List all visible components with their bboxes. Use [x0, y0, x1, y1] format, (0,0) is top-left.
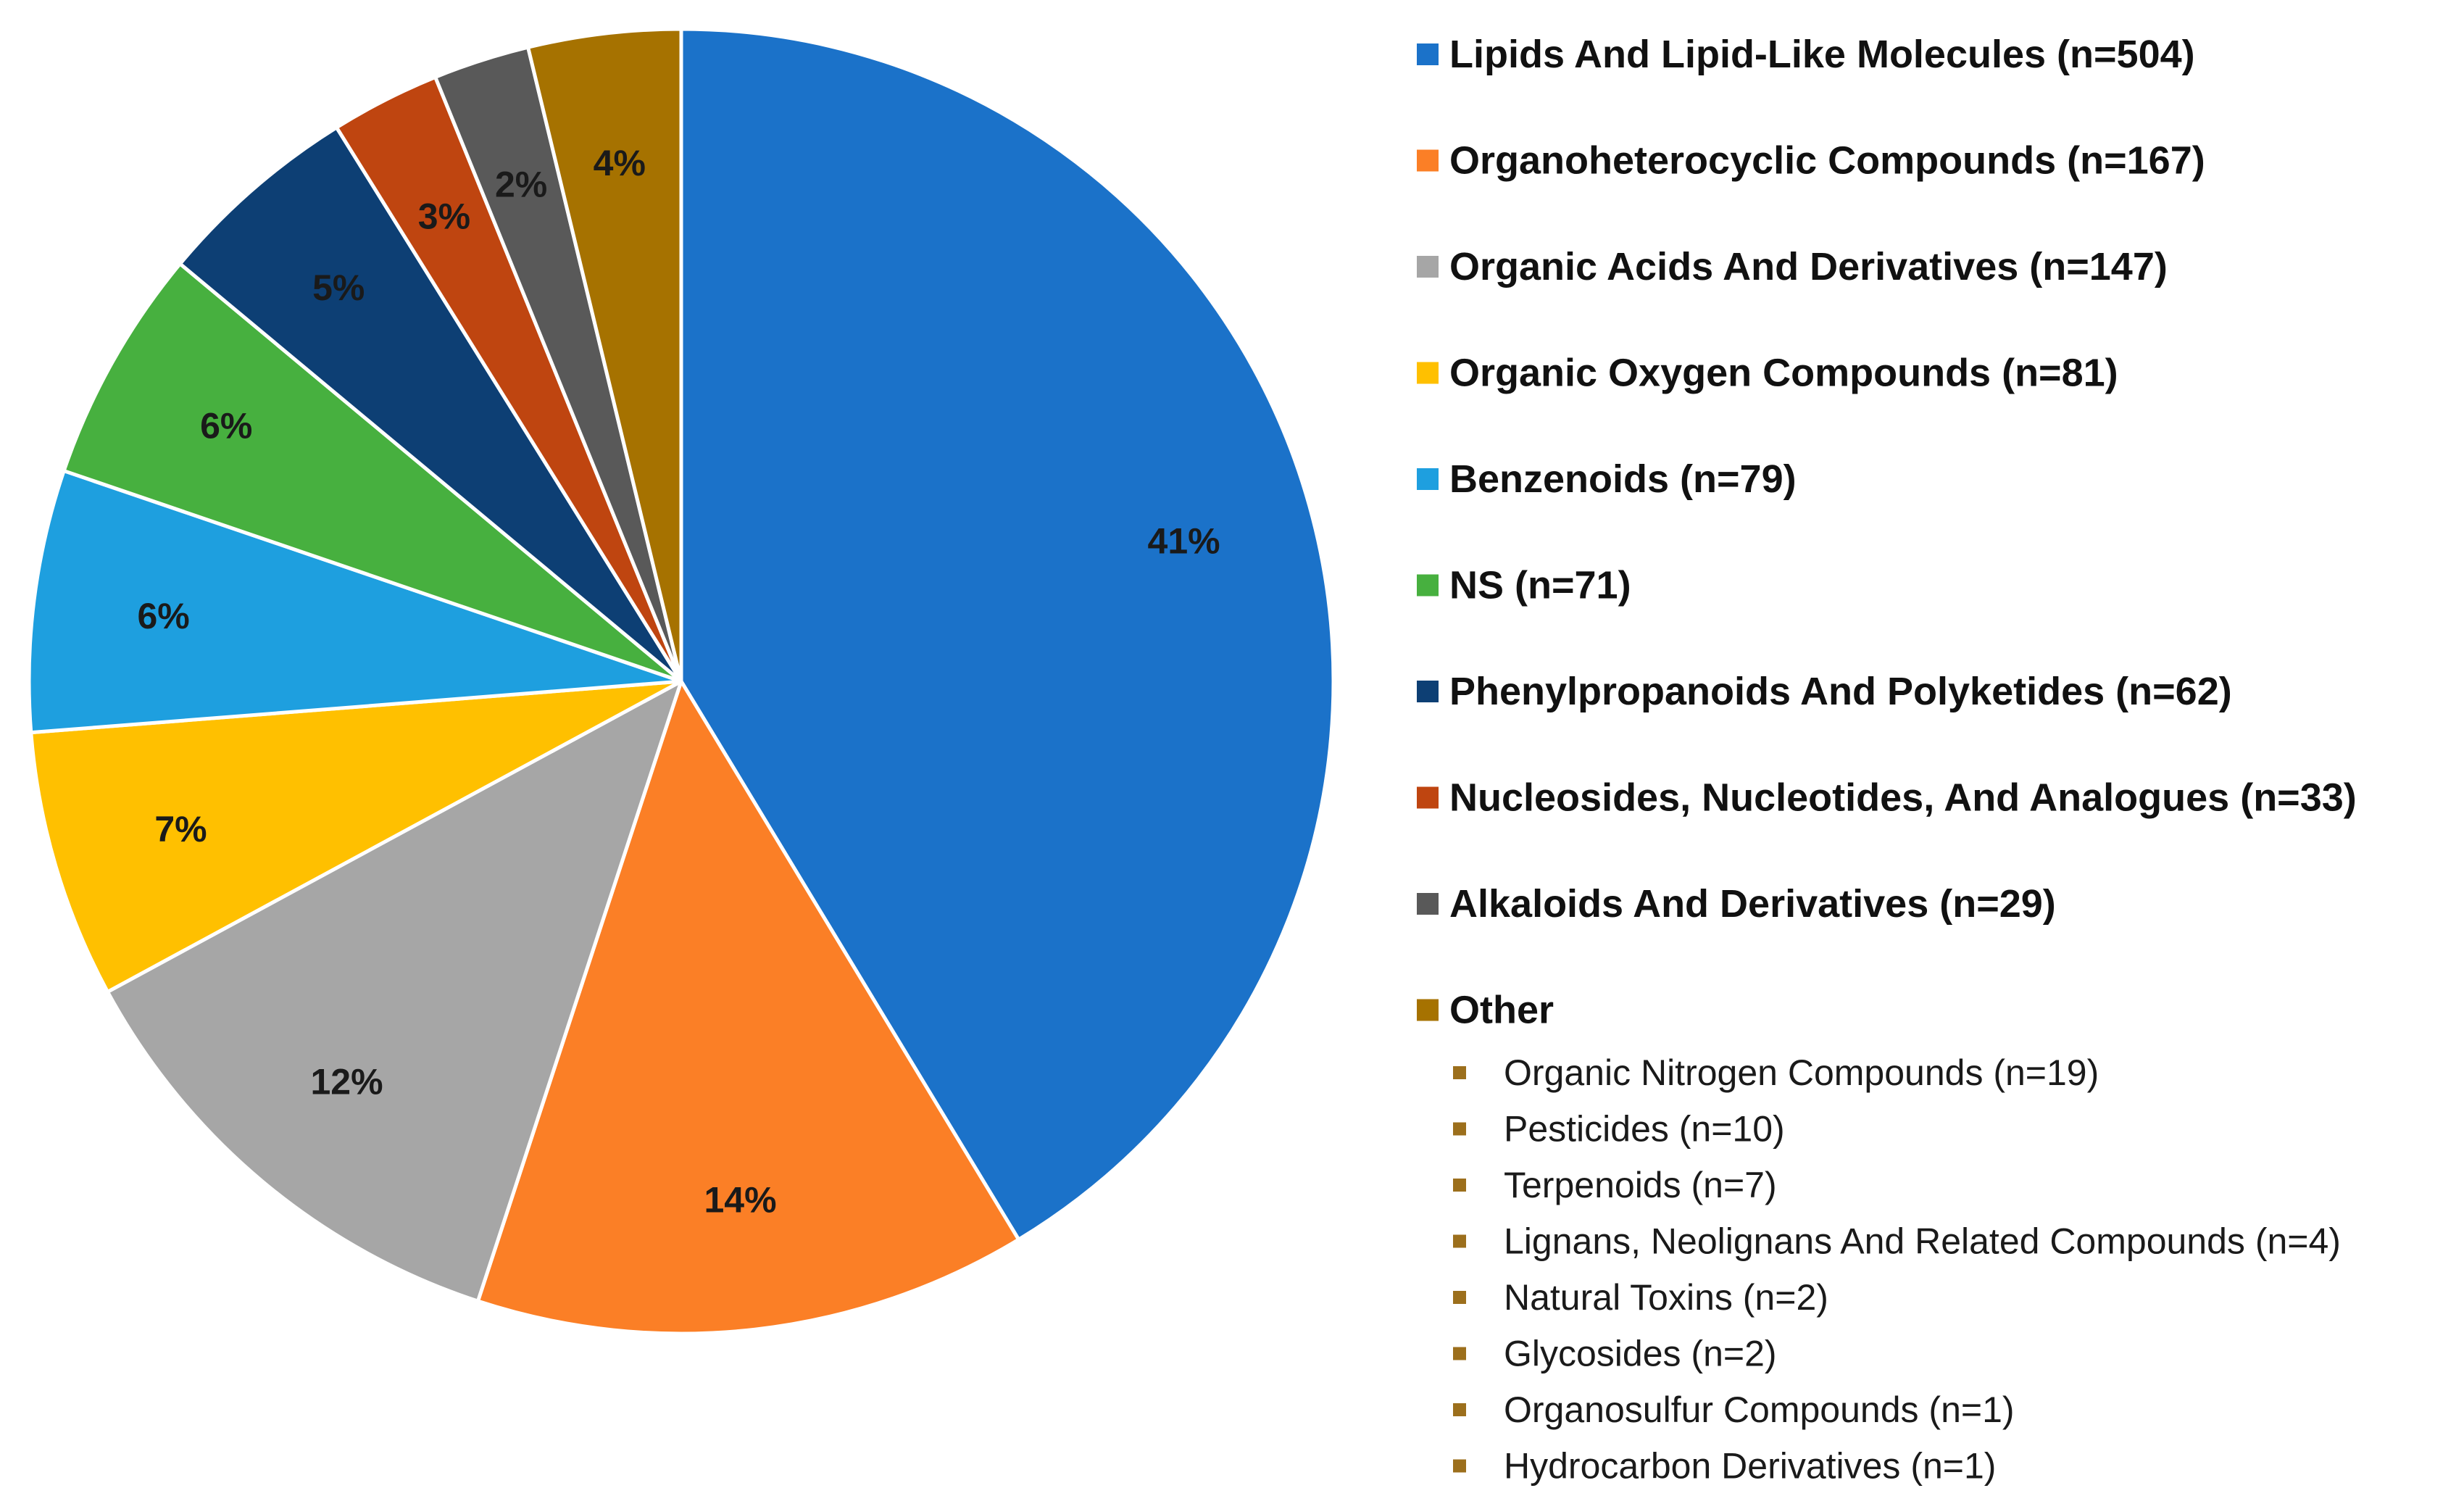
other-breakdown-label: Lignans, Neolignans And Related Compound…	[1504, 1221, 2341, 1262]
legend-swatch	[1417, 574, 1439, 597]
slice-label-organoheterocyclic-compounds: 14%	[704, 1179, 776, 1220]
other-breakdown-item-hydrocarbon-derivatives: Hydrocarbon Derivatives (n=1)	[1453, 1446, 1996, 1487]
pie-slice-organoheterocyclic-compounds	[475, 679, 1021, 1336]
slice-label-ns: 6%	[200, 406, 252, 446]
other-breakdown-item-organic-nitrogen-compounds: Organic Nitrogen Compounds (n=19)	[1453, 1052, 2099, 1093]
legend-item-organoheterocyclic-compounds: Organoheterocyclic Compounds (n=167)	[1417, 139, 2205, 183]
other-breakdown-list: Organic Nitrogen Compounds (n=19) Pestici…	[1453, 1052, 2341, 1487]
legend-item-phenylpropanoids-and-polyketides: Phenylpropanoids And Polyketides (n=62)	[1417, 670, 2232, 713]
pie-slice-labels: 41% 14% 12% 7% 6% 6% 5% 3% 2% 4%	[137, 143, 1220, 1220]
legend-swatch	[1417, 149, 1439, 172]
other-breakdown-label: Pesticides (n=10)	[1504, 1109, 1785, 1150]
other-breakdown-item-terpenoids: Terpenoids (n=7)	[1453, 1165, 1777, 1205]
legend-swatch	[1417, 893, 1439, 915]
legend-swatch	[1417, 681, 1439, 702]
slice-label-nucleosides-nucleotides-and-analogues: 3%	[418, 196, 470, 237]
slice-label-benzenoids: 6%	[137, 596, 189, 636]
bullet-icon	[1453, 1291, 1466, 1304]
legend-label: NS (n=71)	[1449, 564, 1631, 607]
legend-label: Benzenoids (n=79)	[1449, 457, 1797, 501]
pie-slice-lipids-and-lipid-like-molecules	[679, 27, 1336, 1242]
bullet-icon	[1453, 1459, 1466, 1473]
legend-item-ns: NS (n=71)	[1417, 564, 1631, 607]
legend-item-nucleosides-nucleotides-and-analogues: Nucleosides, Nucleotides, And Analogues …	[1417, 776, 2357, 820]
other-breakdown-item-organosulfur-compounds: Organosulfur Compounds (n=1)	[1453, 1389, 2015, 1430]
legend-item-alkaloids-and-derivatives: Alkaloids And Derivatives (n=29)	[1417, 882, 2056, 926]
other-breakdown-label: Hydrocarbon Derivatives (n=1)	[1504, 1446, 1996, 1487]
slice-label-organic-acids-and-derivatives: 12%	[310, 1062, 383, 1102]
legend-label: Other	[1449, 989, 1554, 1032]
legend-swatch	[1417, 256, 1439, 278]
legend-swatch	[1417, 786, 1439, 809]
slice-label-phenylpropanoids-and-polyketides: 5%	[312, 267, 365, 308]
other-breakdown-item-natural-toxins: Natural Toxins (n=2)	[1453, 1277, 1828, 1318]
slice-label-organic-oxygen-compounds: 7%	[154, 809, 207, 849]
pie-slice-organic-acids-and-derivatives	[106, 679, 683, 1303]
bullet-icon	[1453, 1179, 1466, 1192]
pie-slice-benzenoids	[27, 469, 683, 735]
slice-label-alkaloids-and-derivatives: 2%	[495, 165, 547, 205]
pie-slices	[27, 27, 1336, 1336]
legend-label: Phenylpropanoids And Polyketides (n=62)	[1449, 670, 2232, 713]
slice-label-lipids-and-lipid-like-molecules: 41%	[1148, 521, 1220, 562]
bullet-icon	[1453, 1347, 1466, 1360]
legend-item-lipids-and-lipid-like-molecules: Lipids And Lipid-Like Molecules (n=504)	[1417, 33, 2195, 76]
other-breakdown-item-glycosides: Glycosides (n=2)	[1453, 1334, 1777, 1374]
legend-item-other: Other	[1417, 989, 1554, 1032]
slice-label-other: 4%	[594, 143, 646, 183]
legend-item-benzenoids: Benzenoids (n=79)	[1417, 457, 1797, 501]
legend-item-organic-acids-and-derivatives: Organic Acids And Derivatives (n=147)	[1417, 245, 2168, 288]
bullet-icon	[1453, 1066, 1466, 1079]
pie-slice-other	[526, 27, 683, 683]
pie-slice-ns	[62, 262, 683, 683]
legend-label: Lipids And Lipid-Like Molecules (n=504)	[1449, 33, 2195, 76]
legend-swatch	[1417, 468, 1439, 490]
other-breakdown-item-pesticides: Pesticides (n=10)	[1453, 1109, 1785, 1150]
legend-label: Nucleosides, Nucleotides, And Analogues …	[1449, 776, 2357, 820]
bullet-icon	[1453, 1403, 1466, 1416]
pie-slice-organic-oxygen-compounds	[29, 679, 683, 994]
legend-label: Organic Acids And Derivatives (n=147)	[1449, 245, 2168, 288]
legend-swatch	[1417, 43, 1439, 65]
bullet-icon	[1453, 1234, 1466, 1248]
legend-label: Organoheterocyclic Compounds (n=167)	[1449, 139, 2205, 183]
other-breakdown-label: Terpenoids (n=7)	[1504, 1165, 1777, 1205]
other-breakdown-item-lignans-neolignans-and-related-compounds: Lignans, Neolignans And Related Compound…	[1453, 1221, 2341, 1262]
pie-slice-phenylpropanoids-and-polyketides	[178, 125, 683, 683]
other-breakdown-label: Glycosides (n=2)	[1504, 1334, 1777, 1374]
legend-label: Organic Oxygen Compounds (n=81)	[1449, 352, 2118, 395]
other-breakdown-label: Natural Toxins (n=2)	[1504, 1277, 1828, 1318]
other-breakdown-label: Organic Nitrogen Compounds (n=19)	[1504, 1052, 2099, 1093]
bullet-icon	[1453, 1122, 1466, 1136]
legend: Lipids And Lipid-Like Molecules (n=504) O…	[1417, 33, 2357, 1032]
legend-label: Alkaloids And Derivatives (n=29)	[1449, 882, 2056, 926]
other-breakdown-label: Organosulfur Compounds (n=1)	[1504, 1389, 2015, 1430]
legend-swatch	[1417, 999, 1439, 1021]
legend-swatch	[1417, 362, 1439, 384]
legend-item-organic-oxygen-compounds: Organic Oxygen Compounds (n=81)	[1417, 352, 2118, 395]
